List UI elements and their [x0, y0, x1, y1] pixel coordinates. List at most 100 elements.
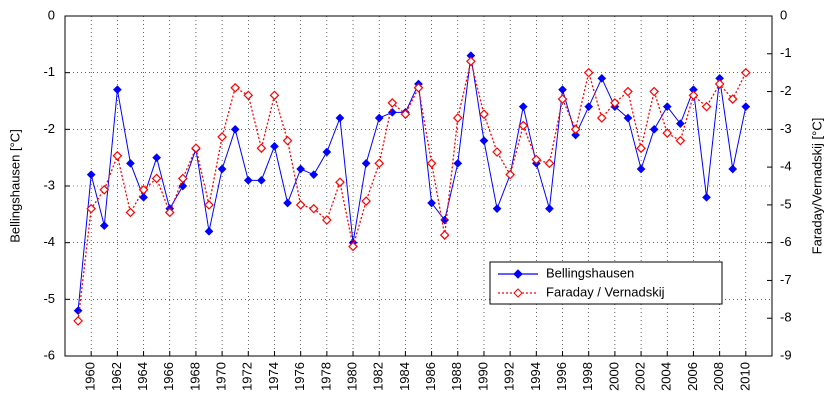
x-tick-label: 1990	[475, 362, 490, 391]
marker	[73, 306, 83, 316]
y-tick-label: -6	[43, 347, 55, 362]
marker	[400, 109, 411, 120]
legend-marker	[513, 288, 523, 298]
marker	[531, 154, 542, 165]
marker	[505, 169, 515, 180]
y2-tick-label: -7	[780, 272, 792, 287]
y-tick-label: -3	[43, 177, 55, 192]
marker	[164, 207, 175, 218]
marker	[113, 85, 122, 95]
marker	[283, 198, 292, 208]
marker	[741, 102, 751, 112]
marker	[348, 241, 358, 252]
marker	[191, 143, 201, 154]
marker	[295, 200, 306, 210]
marker	[282, 135, 293, 146]
series-line	[77, 61, 747, 321]
legend-label: Faraday / Vernadskij	[546, 284, 665, 299]
marker	[269, 90, 280, 101]
legend-marker	[513, 269, 523, 279]
marker	[636, 143, 646, 154]
y2-tick-label: -4	[780, 159, 792, 174]
marker	[623, 86, 633, 97]
marker	[702, 192, 711, 202]
marker	[740, 67, 751, 78]
x-tick-label: 1984	[397, 362, 412, 391]
x-tick-label: 1996	[554, 362, 569, 391]
marker	[662, 128, 673, 138]
marker	[177, 173, 188, 184]
y-tick-label: -4	[43, 234, 55, 249]
marker	[518, 120, 529, 131]
x-tick-label: 1992	[502, 362, 517, 391]
y2-tick-label: -5	[780, 196, 792, 211]
marker	[374, 158, 385, 169]
marker	[453, 158, 463, 168]
marker	[558, 85, 567, 95]
marker	[584, 102, 594, 112]
marker	[439, 230, 450, 240]
x-tick-label: 2000	[606, 362, 621, 391]
marker	[309, 170, 319, 180]
legend: Bellingshausen Faraday / Vernadskij	[489, 261, 723, 305]
marker	[413, 82, 424, 93]
x-tick-label: 2006	[685, 362, 700, 391]
marker	[427, 198, 436, 208]
marker	[152, 153, 161, 163]
marker	[308, 203, 319, 214]
marker	[714, 79, 725, 89]
legend-box	[489, 261, 723, 305]
marker	[649, 124, 659, 134]
y2-tick-label: -6	[780, 234, 792, 249]
legend-label: Bellingshausen	[546, 265, 634, 280]
marker	[387, 98, 398, 108]
marker	[596, 113, 607, 123]
marker	[545, 204, 554, 214]
y-axis-label: Bellingshausen [°C]	[7, 129, 22, 243]
x-tick-label: 2004	[659, 362, 674, 391]
marker	[361, 158, 371, 168]
x-tick-label: 1986	[423, 362, 438, 391]
marker	[518, 102, 528, 112]
marker	[125, 207, 136, 218]
marker	[479, 109, 489, 120]
marker	[452, 113, 463, 123]
marker	[86, 203, 97, 214]
marker	[662, 102, 672, 112]
x-tick-label: 1982	[371, 362, 386, 391]
marker	[466, 56, 476, 67]
marker	[322, 215, 332, 225]
marker	[479, 136, 489, 146]
marker	[374, 113, 384, 123]
y2-tick-label: -3	[780, 121, 792, 136]
marker	[636, 164, 646, 174]
y2-tick-label: -2	[780, 83, 792, 98]
marker	[151, 173, 162, 184]
marker	[322, 147, 332, 157]
marker	[492, 204, 502, 214]
x-tick-label: 1970	[214, 362, 229, 391]
marker	[86, 170, 96, 180]
marker	[335, 113, 345, 123]
marker	[138, 184, 149, 195]
marker	[204, 200, 214, 210]
marker	[557, 94, 568, 104]
marker	[243, 175, 253, 185]
y2-tick-label: -1	[780, 45, 792, 60]
x-tick-label: 1962	[109, 362, 124, 391]
y2-axis-label: Faraday/Vernadskij [°C]	[809, 118, 824, 255]
x-tick-label: 1998	[580, 362, 595, 391]
marker	[361, 196, 371, 206]
marker	[126, 158, 135, 168]
marker	[99, 221, 109, 231]
marker	[230, 82, 241, 93]
marker	[73, 316, 83, 326]
marker	[727, 94, 738, 104]
marker	[583, 67, 594, 78]
marker	[335, 177, 345, 188]
marker	[257, 175, 266, 185]
marker	[217, 164, 227, 174]
marker	[623, 113, 633, 123]
x-tick-label: 1972	[240, 362, 255, 391]
